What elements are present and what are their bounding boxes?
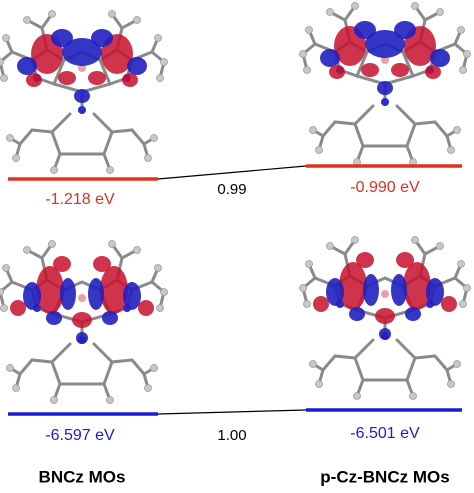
molecule-orbital [0, 239, 169, 405]
molecule-orbital [0, 9, 169, 175]
overlap-label: 1.00 [217, 427, 246, 444]
energy-label: -6.501 eV [350, 425, 420, 442]
molecule-orbital [298, 1, 472, 167]
energy-label: -1.218 eV [45, 191, 115, 208]
column-title: p-Cz-BNCz MOs [320, 467, 449, 486]
connector [157, 165, 307, 180]
connector [157, 409, 307, 415]
overlap-label: 0.99 [217, 181, 246, 198]
column-title: BNCz MOs [39, 467, 126, 486]
energy-label: -0.990 eV [350, 179, 420, 196]
molecule-orbital [298, 235, 472, 401]
energy-label: -6.597 eV [45, 427, 115, 444]
